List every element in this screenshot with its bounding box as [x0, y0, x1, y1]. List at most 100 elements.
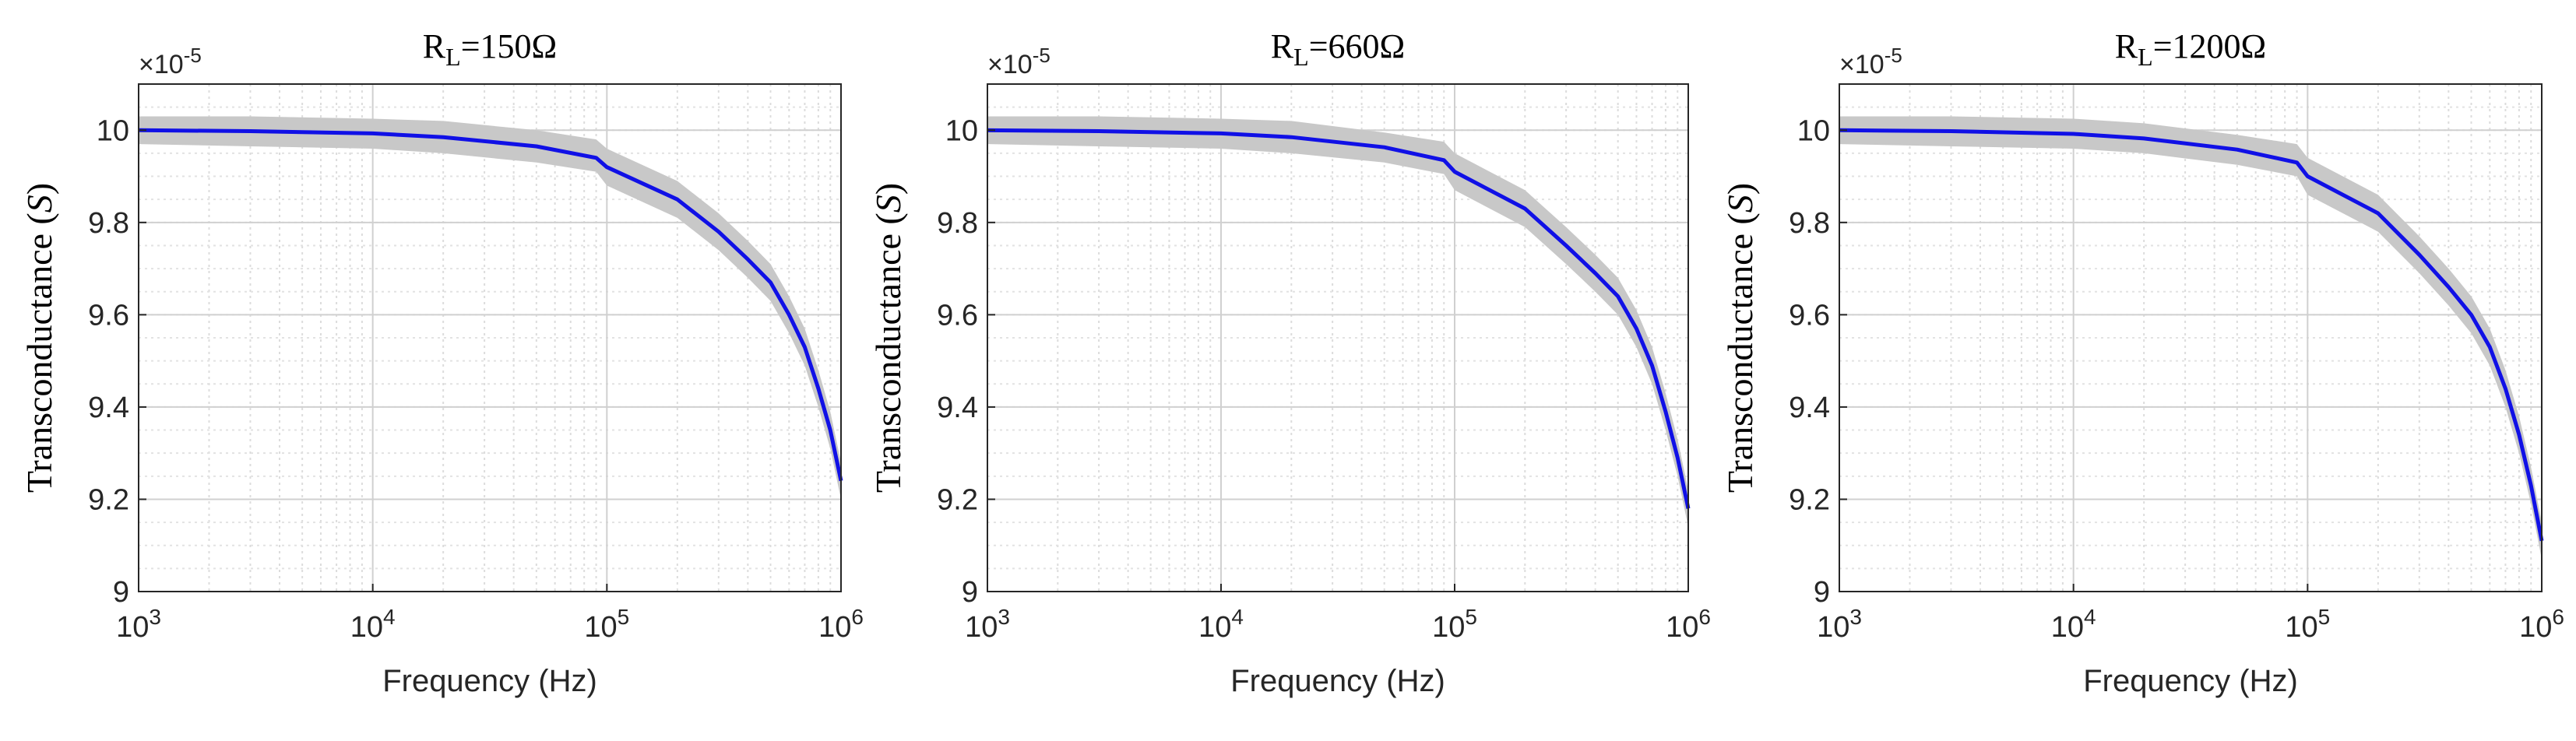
y-tick-label: 9.4 [88, 392, 129, 424]
y-label-close: ) [868, 183, 908, 195]
x-tick-base: 10 [584, 611, 617, 644]
y-label-main: Transconductance ( [1720, 212, 1760, 493]
y-tick-label: 9.8 [1789, 207, 1830, 240]
y-label-unit: S [1720, 195, 1760, 212]
x-tick-base: 10 [1198, 611, 1231, 644]
confidence-band [139, 116, 841, 500]
chart-title: RL=1200Ω [2115, 27, 2266, 71]
y-tick-label: 9.4 [1789, 392, 1830, 424]
x-tick-power: 5 [618, 605, 630, 629]
y-axis-label: Transconductance (S) [868, 183, 908, 493]
x-tick-label: 103 [965, 605, 1010, 644]
x-tick-power: 5 [1465, 605, 1477, 629]
y-tick-label: 9 [113, 576, 129, 609]
exponent-base: ×10 [1839, 50, 1884, 79]
y-tick-label: 10 [945, 114, 978, 147]
x-tick-label: 104 [350, 605, 396, 644]
x-tick-power: 4 [1231, 605, 1244, 629]
y-tick-label: 9.2 [1789, 483, 1830, 516]
y-tick-label: 9.6 [88, 299, 129, 332]
x-tick-power: 6 [851, 605, 864, 629]
series-line-mean [987, 128, 1691, 509]
y-tick-label: 10 [1797, 114, 1830, 147]
title-subscript: L [2138, 43, 2153, 71]
title-main: R [1271, 27, 1294, 65]
x-tick-label: 106 [2519, 605, 2564, 644]
x-axis-label: Frequency (Hz) [2083, 664, 2298, 698]
y-label-close: ) [1720, 183, 1760, 195]
x-tick-base: 10 [2051, 611, 2084, 644]
axes-box [987, 83, 1689, 592]
x-tick-power: 3 [1849, 605, 1862, 629]
x-tick-label: 103 [116, 605, 161, 644]
x-tick-power: 4 [383, 605, 396, 629]
y-tick-label: 10 [97, 114, 129, 147]
x-tick-base: 10 [1432, 611, 1465, 644]
x-tick-label: 103 [1817, 605, 1862, 644]
exponent-power: -5 [1884, 44, 1902, 67]
title-rest: =1200Ω [2153, 27, 2267, 65]
x-axis-label: Frequency (Hz) [382, 664, 597, 698]
y-tick-label: 9.8 [937, 207, 978, 240]
chart-title: RL=660Ω [1271, 27, 1405, 71]
exponent-base: ×10 [139, 50, 184, 79]
x-tick-power: 6 [2552, 605, 2564, 629]
exponent-label: ×10-5 [139, 44, 202, 79]
axes-box [1839, 83, 2543, 592]
y-axis-label: Transconductance (S) [19, 183, 59, 493]
x-tick-base: 10 [818, 611, 851, 644]
x-tick-label: 105 [2285, 605, 2330, 644]
x-axis-label: Frequency (Hz) [1230, 664, 1445, 698]
x-tick-label: 106 [818, 605, 864, 644]
series-line-mean [138, 128, 843, 482]
x-tick-base: 10 [2285, 611, 2317, 644]
x-tick-power: 5 [2318, 605, 2331, 629]
x-tick-base: 10 [1817, 611, 1849, 644]
x-tick-label: 104 [2051, 605, 2096, 644]
y-tick-label: 9.2 [937, 483, 978, 516]
y-tick-label: 9.2 [88, 483, 129, 516]
confidence-band [987, 116, 1688, 527]
exponent-label: ×10-5 [987, 44, 1050, 79]
x-tick-base: 10 [965, 611, 998, 644]
title-main: R [2115, 27, 2138, 65]
y-label-unit: S [868, 195, 908, 212]
y-label-unit: S [19, 195, 59, 212]
exponent-power: -5 [184, 44, 202, 67]
y-tick-label: 9.6 [937, 299, 978, 332]
x-tick-power: 6 [1698, 605, 1711, 629]
x-tick-label: 105 [584, 605, 629, 644]
x-tick-base: 10 [116, 611, 149, 644]
y-label-main: Transconductance ( [19, 212, 59, 493]
axes-box [138, 83, 842, 592]
y-tick-label: 9.4 [937, 392, 978, 424]
x-tick-label: 104 [1198, 605, 1244, 644]
exponent-label: ×10-5 [1839, 44, 1902, 79]
x-tick-base: 10 [350, 611, 383, 644]
y-label-close: ) [19, 183, 59, 195]
y-tick-label: 9 [962, 576, 978, 609]
y-tick-label: 9.6 [1789, 299, 1830, 332]
title-main: R [423, 27, 446, 65]
x-tick-base: 10 [1666, 611, 1698, 644]
x-tick-label: 106 [1666, 605, 1711, 644]
title-subscript: L [1293, 43, 1309, 71]
y-axis-label: Transconductance (S) [1720, 183, 1760, 493]
y-tick-label: 9.8 [88, 207, 129, 240]
x-tick-power: 3 [998, 605, 1010, 629]
x-tick-base: 10 [2519, 611, 2552, 644]
title-rest: =660Ω [1309, 27, 1406, 65]
exponent-power: -5 [1033, 44, 1050, 67]
exponent-base: ×10 [987, 50, 1033, 79]
chart-title: RL=150Ω [423, 27, 557, 71]
x-tick-power: 4 [2084, 605, 2096, 629]
title-rest: =150Ω [461, 27, 558, 65]
x-tick-label: 105 [1432, 605, 1477, 644]
x-tick-power: 3 [149, 605, 161, 629]
y-tick-label: 9 [1814, 576, 1830, 609]
series-line-mean [1839, 128, 2544, 542]
